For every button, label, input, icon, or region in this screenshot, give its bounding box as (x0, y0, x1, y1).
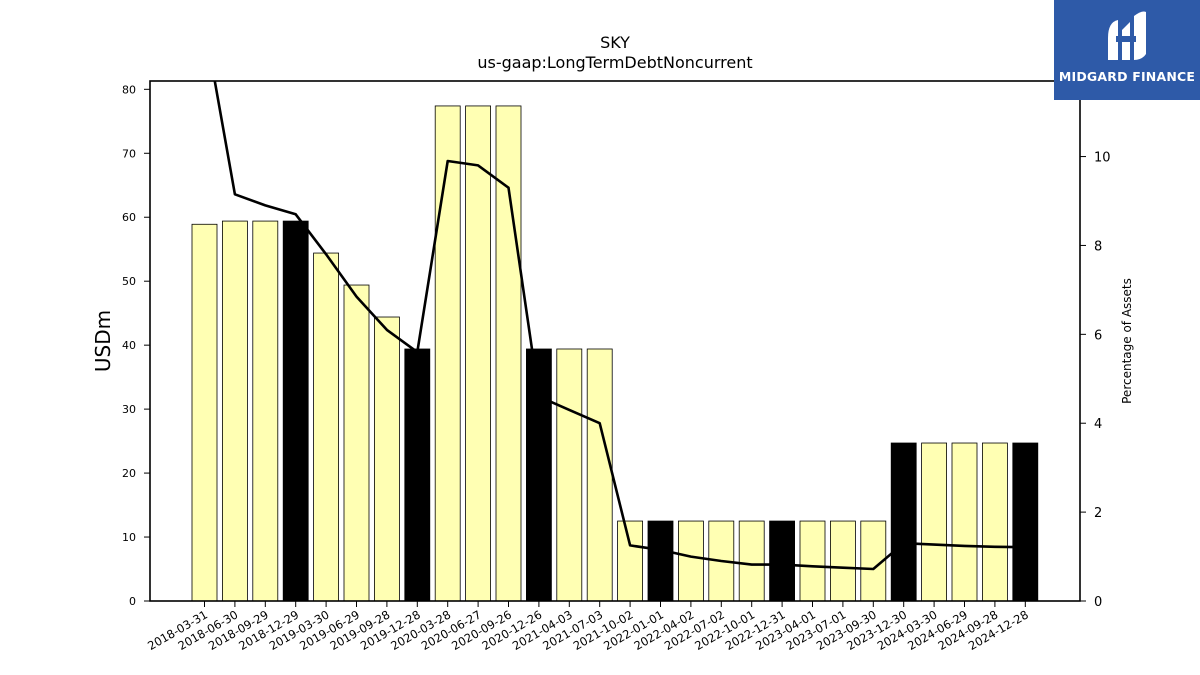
bar-2022-04-02 (678, 520, 704, 602)
brand-logo: MIDGARD FINANCE (1054, 0, 1200, 100)
y-tick-label: 70 (122, 147, 136, 160)
y2-tick-label: 6 (1094, 328, 1102, 343)
y-tick-label: 50 (122, 275, 136, 288)
brand-name: MIDGARD FINANCE (1058, 69, 1196, 84)
y2-axis-label: Percentage of Assets (1120, 278, 1134, 404)
bar-2018-03-31 (191, 223, 218, 602)
line-group (213, 81, 1026, 571)
y-tick-label: 80 (122, 83, 136, 96)
y2-tick-label: 4 (1094, 417, 1102, 432)
bar-2022-01-01 (647, 520, 674, 602)
y2-tick-label: 2 (1094, 506, 1102, 521)
bar-2021-07-03 (586, 348, 613, 602)
bar-2022-10-01 (738, 520, 765, 602)
midgard-logo-icon (1108, 11, 1146, 60)
bar-2024-06-29 (951, 442, 978, 602)
bar-2020-06-27 (465, 105, 492, 602)
bar-2018-06-30 (221, 220, 248, 602)
bar-2024-09-28 (982, 442, 1008, 602)
line-series-percentage-of-assets (213, 81, 1026, 571)
bar-2023-07-01 (830, 520, 856, 602)
bar-2019-09-28 (373, 316, 400, 602)
bar-2018-09-29 (252, 220, 279, 602)
y-tick-label: 20 (122, 467, 136, 480)
bar-2019-06-29 (343, 284, 370, 602)
bar-2023-12-30 (890, 442, 917, 602)
bar-2024-12-28 (1012, 442, 1039, 602)
bar-2023-04-01 (799, 520, 826, 602)
y2-tick-label: 0 (1094, 595, 1102, 610)
bar-2020-03-28 (434, 105, 461, 602)
plot-frame (149, 80, 1081, 602)
y-tick-label: 30 (122, 403, 136, 416)
bar-2018-12-29 (282, 220, 309, 602)
y-axis-label: USDm (91, 310, 115, 372)
y2-tick-label: 10 (1094, 151, 1111, 166)
y2-tick-label: 8 (1094, 239, 1102, 254)
bar-2021-04-03 (556, 348, 583, 602)
bar-2022-12-31 (769, 520, 795, 602)
chart-subtitle: us-gaap:LongTermDebtNoncurrent (477, 53, 753, 72)
bars-group (191, 105, 1039, 602)
bar-2019-03-30 (313, 252, 340, 602)
y-tick-label: 40 (122, 339, 136, 352)
bar-2024-03-30 (921, 442, 947, 602)
y-tick-label: 10 (122, 531, 136, 544)
bar-2021-10-02 (617, 520, 643, 602)
bar-2020-12-26 (526, 348, 552, 602)
chart-title: SKY (600, 33, 630, 52)
y-tick-label: 60 (122, 211, 136, 224)
y-tick-label: 0 (129, 595, 136, 608)
bar-2019-12-28 (404, 348, 431, 602)
